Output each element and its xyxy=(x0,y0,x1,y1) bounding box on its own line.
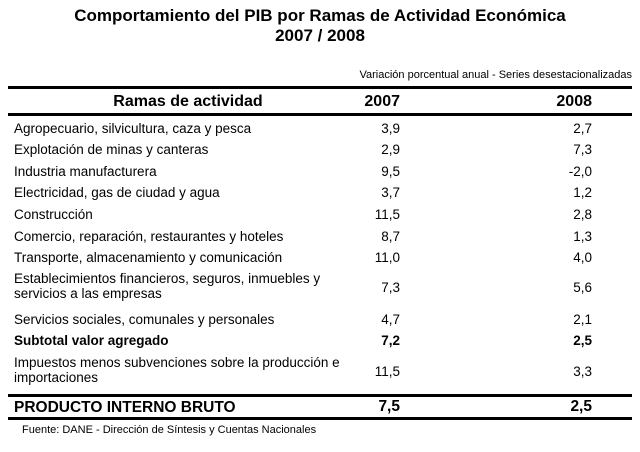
value-2007: 8,7 xyxy=(381,229,400,244)
value-2007: 2,9 xyxy=(381,142,400,157)
top-rule xyxy=(8,86,632,89)
value-2007: 3,7 xyxy=(381,185,400,200)
total-label: PRODUCTO INTERNO BRUTO xyxy=(14,398,236,416)
value-2007: 9,5 xyxy=(381,164,400,179)
row-label-multiline: Impuestos menos subvenciones sobre la pr… xyxy=(14,355,340,385)
value-2008: 1,2 xyxy=(573,185,592,200)
row-label-line1: Establecimientos financieros, seguros, i… xyxy=(14,271,321,286)
row-label: Electricidad, gas de ciudad y agua xyxy=(14,185,220,200)
row-label: Servicios sociales, comunales y personal… xyxy=(14,312,275,327)
row-label-line2: importaciones xyxy=(14,370,99,385)
row-label: Agropecuario, silvicultura, caza y pesca xyxy=(14,121,252,136)
total-2007: 7,5 xyxy=(378,398,400,415)
table-row: Impuestos menos subvenciones sobre la pr… xyxy=(8,352,632,390)
row-label: Construcción xyxy=(14,207,93,222)
table-row: Construcción 11,5 2,8 xyxy=(8,204,632,225)
table-row: Establecimientos financieros, seguros, i… xyxy=(8,269,632,305)
table-row: Transporte, almacenamiento y comunicació… xyxy=(8,247,632,268)
value-2007: 4,7 xyxy=(381,312,400,327)
value-2007: 7,2 xyxy=(381,333,400,348)
row-label: Explotación de minas y canteras xyxy=(14,142,209,157)
table-row: Explotación de minas y canteras 2,9 7,3 xyxy=(8,139,632,160)
row-label: Comercio, reparación, restaurantes y hot… xyxy=(14,229,284,244)
value-2007: 11,0 xyxy=(374,250,400,265)
subtotal-row: Subtotal valor agregado 7,2 2,5 xyxy=(8,330,632,351)
header-2008: 2008 xyxy=(556,92,592,110)
total-top-rule xyxy=(8,394,632,397)
bottom-rule xyxy=(8,417,632,420)
value-2008: 1,3 xyxy=(573,229,592,244)
value-2008: 2,1 xyxy=(573,312,592,327)
value-2008: 2,8 xyxy=(573,207,592,222)
table-row: Comercio, reparación, restaurantes y hot… xyxy=(8,226,632,247)
total-2008: 2,5 xyxy=(570,398,592,415)
table-header-row: Ramas de actividad 2007 2008 xyxy=(8,91,632,112)
row-label: Transporte, almacenamiento y comunicació… xyxy=(14,250,283,265)
value-2007: 3,9 xyxy=(381,121,400,136)
value-2008: 5,6 xyxy=(573,279,592,295)
value-2008: 2,7 xyxy=(573,121,592,136)
value-2007: 11,5 xyxy=(374,363,400,379)
table-row: Servicios sociales, comunales y personal… xyxy=(8,309,632,330)
row-label: Subtotal valor agregado xyxy=(14,333,169,348)
value-2007: 11,5 xyxy=(374,207,400,222)
header-2007: 2007 xyxy=(364,92,400,110)
table-row: Industria manufacturera 9,5 -2,0 xyxy=(8,161,632,182)
table-subtitle-years: 2007 / 2008 xyxy=(275,26,365,45)
row-label-multiline: Establecimientos financieros, seguros, i… xyxy=(14,271,320,301)
value-2008: 2,5 xyxy=(573,333,592,348)
table-row: Agropecuario, silvicultura, caza y pesca… xyxy=(8,118,632,139)
row-label-line2: servicios a las empresas xyxy=(14,286,162,301)
row-label: Industria manufacturera xyxy=(14,164,157,179)
total-row: PRODUCTO INTERNO BRUTO 7,5 2,5 xyxy=(8,397,632,417)
table-row: Electricidad, gas de ciudad y agua 3,7 1… xyxy=(8,182,632,203)
value-2008: 7,3 xyxy=(573,142,592,157)
units-note: Variación porcentual anual - Series dese… xyxy=(359,69,632,81)
header-branches: Ramas de actividad xyxy=(113,93,263,110)
source-note: Fuente: DANE - Dirección de Síntesis y C… xyxy=(22,424,317,436)
value-2008: -2,0 xyxy=(568,164,592,179)
value-2007: 7,3 xyxy=(381,279,400,295)
value-2008: 3,3 xyxy=(573,363,592,379)
value-2008: 4,0 xyxy=(573,250,592,265)
header-rule xyxy=(8,113,632,116)
row-label-line1: Impuestos menos subvenciones sobre la pr… xyxy=(14,355,340,370)
table-title: Comportamiento del PIB por Ramas de Acti… xyxy=(74,6,566,25)
